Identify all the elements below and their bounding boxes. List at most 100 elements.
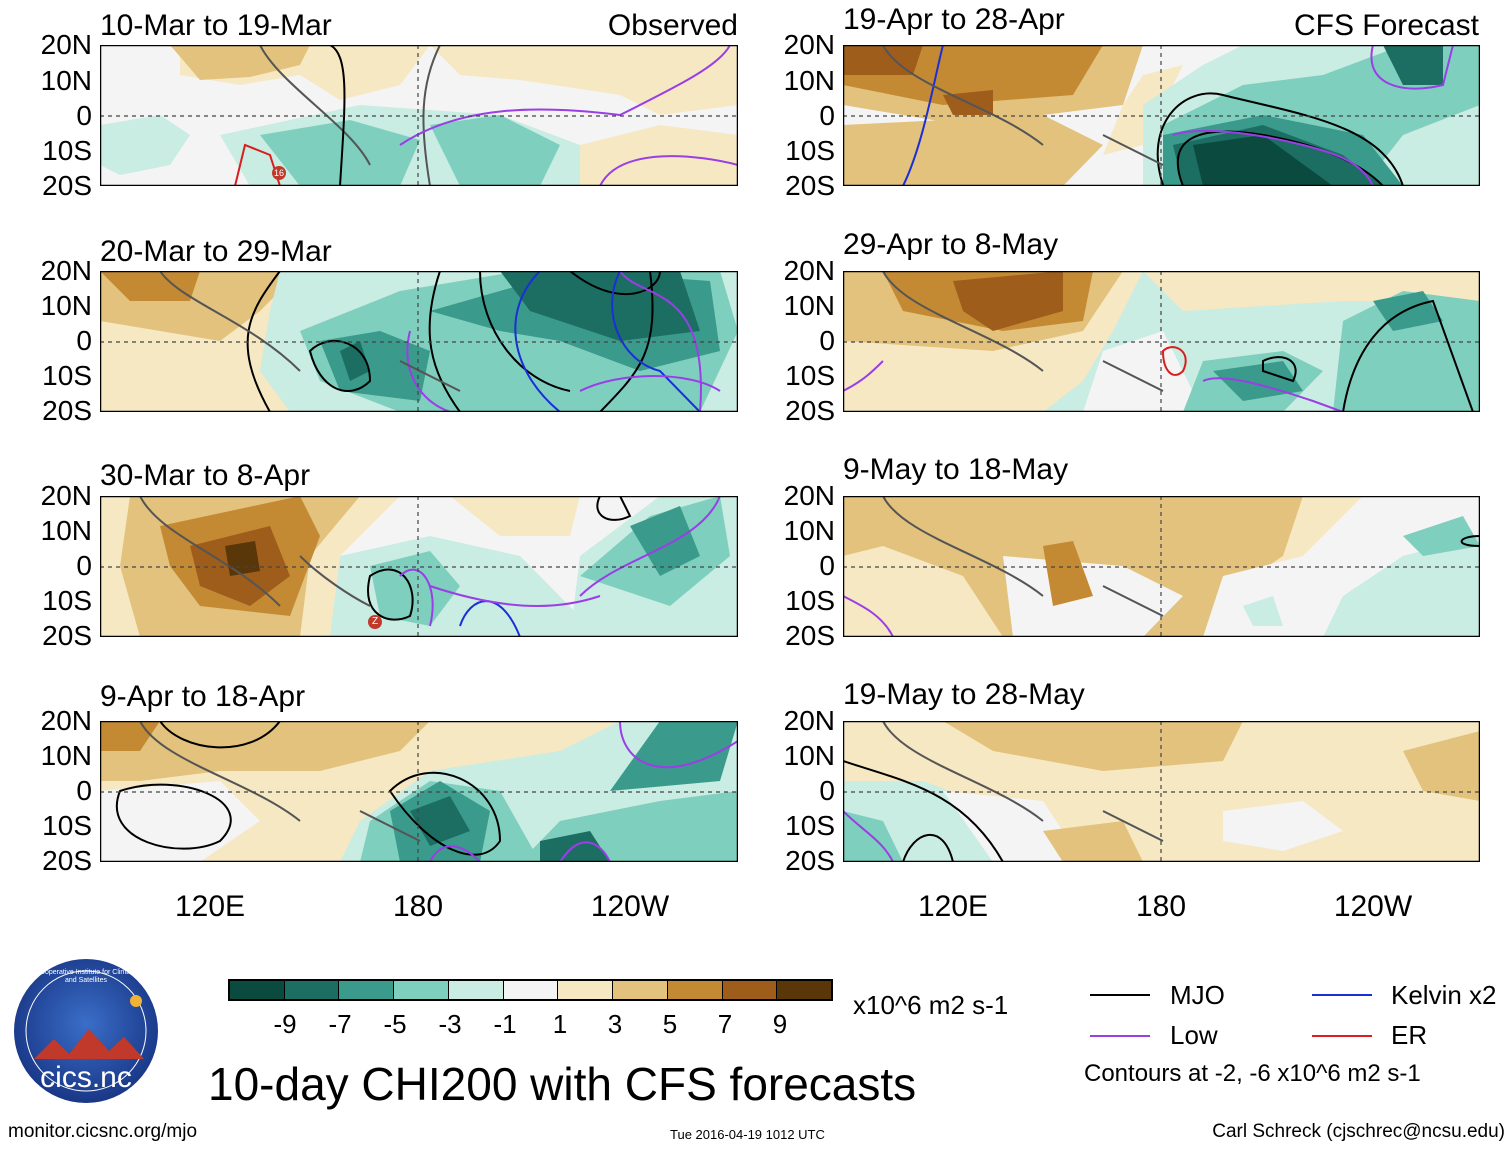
lat-label: 10S	[785, 585, 835, 616]
lat-label: 20S	[785, 620, 835, 651]
footer-author: Carl Schreck (cjschrec@ncsu.edu)	[1212, 1121, 1505, 1142]
legend-er-line	[1312, 1035, 1372, 1037]
legend-kelvin-line	[1312, 994, 1372, 996]
panel-1-label: Observed	[607, 9, 738, 42]
lat-label: 10N	[783, 740, 835, 771]
lat-label: 20N	[40, 255, 92, 286]
lat-label: 10S	[785, 360, 835, 391]
lon-label-120e: 120E	[174, 890, 246, 923]
panel-7-title: 9-Apr to 18-Apr	[100, 680, 306, 713]
colorbar-label: -1	[493, 1009, 517, 1039]
colorbar-box	[338, 981, 394, 999]
colorbar-box	[776, 981, 832, 999]
lat-label: 0	[819, 550, 835, 581]
logo-mountains-icon	[25, 970, 147, 1092]
lat-label: 10S	[42, 135, 92, 166]
lon-label-120w: 120W	[1333, 890, 1413, 923]
lat-label: 0	[76, 775, 92, 806]
footer-url[interactable]: monitor.cicsnc.org/mjo	[8, 1121, 198, 1142]
panel-3-title: 20-Mar to 29-Mar	[100, 235, 332, 268]
legend-kelvin-label: Kelvin x2	[1391, 980, 1497, 1010]
lon-label-180: 180	[392, 890, 444, 923]
lat-label: 20S	[785, 395, 835, 426]
lat-label: 10S	[785, 810, 835, 841]
panel-2-title: 19-Apr to 28-Apr	[843, 3, 1065, 36]
lat-label: 10N	[40, 515, 92, 546]
cics-logo: Cooperative Institute for Climate and Sa…	[14, 959, 158, 1103]
colorbar-label: 5	[662, 1009, 678, 1039]
colorbar-label: 7	[717, 1009, 733, 1039]
footer-timestamp: Tue 2016-04-19 1012 UTC	[670, 1127, 825, 1142]
colorbar-label: 3	[607, 1009, 623, 1039]
lat-label: 0	[819, 100, 835, 131]
lat-label: 20N	[783, 255, 835, 286]
lat-label: 10S	[785, 135, 835, 166]
panel-6-title: 9-May to 18-May	[843, 453, 1069, 486]
lat-label: 0	[76, 100, 92, 131]
lat-label: 20S	[42, 170, 92, 201]
lat-label: 0	[819, 775, 835, 806]
colorbar-label: -7	[328, 1009, 352, 1039]
lat-label: 10N	[40, 65, 92, 96]
main-title: 10-day CHI200 with CFS forecasts	[208, 1058, 917, 1110]
lon-label-180: 180	[1135, 890, 1187, 923]
panel-5-marker: Z	[368, 615, 382, 629]
lat-label: 0	[76, 325, 92, 356]
lat-label: 20N	[783, 705, 835, 736]
legend-contours-note: Contours at -2, -6 x10^6 m2 s-1	[1084, 1060, 1421, 1087]
lat-label: 20N	[40, 480, 92, 511]
panel-8-title: 19-May to 28-May	[843, 678, 1085, 711]
colorbar-box	[502, 981, 558, 999]
colorbar-label: 1	[552, 1009, 568, 1039]
lat-label: 10S	[42, 360, 92, 391]
panel-4-map	[843, 271, 1480, 412]
panel-1-map	[100, 45, 738, 186]
lat-label: 10N	[783, 515, 835, 546]
lat-label: 20S	[42, 620, 92, 651]
colorbar-box	[612, 981, 667, 999]
colorbar-box	[447, 981, 503, 999]
lat-label: 10N	[40, 740, 92, 771]
colorbar-label: -3	[438, 1009, 462, 1039]
lat-label: 10S	[42, 585, 92, 616]
lat-label: 20N	[783, 29, 835, 60]
panel-7-map	[100, 721, 738, 862]
colorbar-box	[666, 981, 722, 999]
logo-ring-text: Cooperative Institute for Climate and Sa…	[36, 969, 136, 984]
colorbar-box	[230, 981, 284, 999]
lat-label: 20S	[785, 845, 835, 876]
lat-label: 20N	[40, 705, 92, 736]
panel-5-map	[100, 496, 738, 637]
lat-label: 0	[76, 550, 92, 581]
lat-label: 10N	[40, 290, 92, 321]
legend-mjo-label: MJO	[1170, 980, 1225, 1010]
colorbar-label: 9	[772, 1009, 788, 1039]
panel-1-title: 10-Mar to 19-Mar	[100, 9, 332, 42]
panel-6-map	[843, 496, 1480, 637]
colorbar-label: -9	[273, 1009, 297, 1039]
panel-8-map	[843, 721, 1480, 862]
lat-label: 10S	[42, 810, 92, 841]
panel-1-marker: 16	[272, 166, 286, 180]
lat-label: 20S	[785, 170, 835, 201]
lat-label: 20N	[40, 29, 92, 60]
colorbar-box	[283, 981, 339, 999]
colorbar	[228, 979, 833, 1001]
legend-mjo-line	[1090, 994, 1150, 996]
colorbar-box	[721, 981, 777, 999]
panel-2-label: CFS Forecast	[1293, 9, 1479, 42]
panel-4-title: 29-Apr to 8-May	[843, 228, 1059, 261]
colorbar-label: -5	[383, 1009, 407, 1039]
panel-2-map	[843, 45, 1480, 186]
colorbar-box	[393, 981, 448, 999]
lat-label: 0	[819, 325, 835, 356]
lon-label-120e: 120E	[917, 890, 989, 923]
lat-label: 10N	[783, 65, 835, 96]
lat-label: 20S	[42, 845, 92, 876]
legend-low-line	[1090, 1035, 1150, 1037]
lat-label: 20N	[783, 480, 835, 511]
lat-label: 10N	[783, 290, 835, 321]
legend-low-label: Low	[1170, 1020, 1218, 1050]
panel-5-title: 30-Mar to 8-Apr	[100, 459, 311, 492]
legend-er-label: ER	[1391, 1020, 1428, 1050]
